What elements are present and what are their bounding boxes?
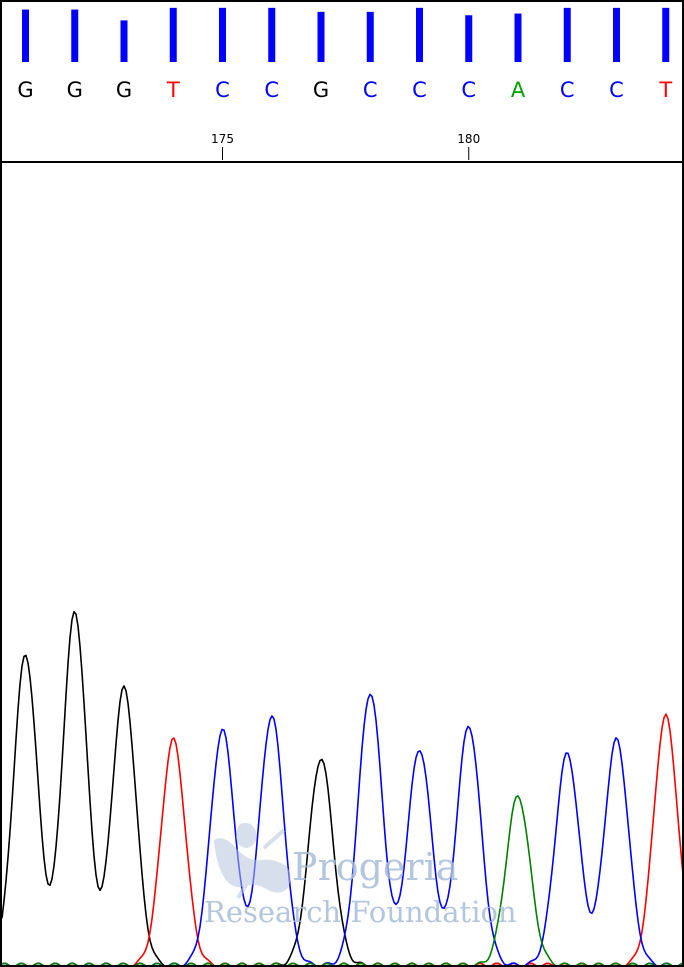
quality-bar — [120, 20, 128, 62]
trace-peak — [123, 689, 125, 691]
base-call-label: C — [363, 78, 378, 102]
watermark-subtitle: Research Foundation — [204, 895, 517, 929]
quality-bar — [613, 7, 620, 63]
quality-bar — [71, 9, 79, 63]
quality-bar — [416, 7, 423, 63]
base-call-label: C — [215, 78, 230, 102]
base-call-label: T — [166, 78, 180, 102]
trace-peak — [665, 717, 667, 719]
watermark-title: Progeria — [292, 845, 458, 889]
trace-peak — [517, 797, 519, 799]
base-call-label: C — [264, 78, 279, 102]
quality-bar — [22, 9, 29, 63]
quality-bar — [563, 7, 571, 63]
position-tick-label: 180 — [457, 132, 480, 146]
trace-peak — [271, 717, 273, 719]
trace-peak — [616, 740, 618, 742]
dancing-child-logo-icon — [214, 823, 291, 900]
base-call-label: A — [511, 78, 526, 102]
base-call-label: C — [461, 78, 476, 102]
trace-peak — [468, 726, 470, 728]
trace-peak — [74, 614, 76, 616]
base-call-label: C — [609, 78, 624, 102]
quality-bar — [317, 11, 325, 62]
position-tick-label: 175 — [211, 132, 234, 146]
base-call-label: C — [560, 78, 575, 102]
base-call-label: T — [658, 78, 672, 102]
base-call-label: G — [116, 78, 132, 102]
base-call-label: G — [313, 78, 329, 102]
trace-peak — [566, 755, 568, 757]
base-call-label: G — [67, 78, 83, 102]
quality-bar — [268, 7, 276, 63]
trace-peak — [222, 731, 224, 733]
trace-C-line — [2, 693, 682, 965]
quality-bar — [514, 13, 522, 63]
quality-bar — [465, 15, 473, 62]
quality-bar — [169, 7, 177, 63]
watermark-logo: Progeria Research Foundation — [204, 823, 517, 929]
quality-bar — [662, 7, 670, 63]
trace-peak — [172, 740, 174, 742]
quality-bar — [219, 7, 226, 63]
trace-peak — [25, 656, 27, 658]
base-call-label: C — [412, 78, 427, 102]
base-call-label: G — [17, 78, 33, 102]
trace-peak — [369, 693, 371, 695]
trace-A-line — [2, 795, 682, 965]
trace-peak — [419, 750, 421, 752]
quality-bar — [366, 11, 374, 62]
trace-G-line — [2, 610, 682, 965]
trace-peak — [320, 759, 322, 761]
